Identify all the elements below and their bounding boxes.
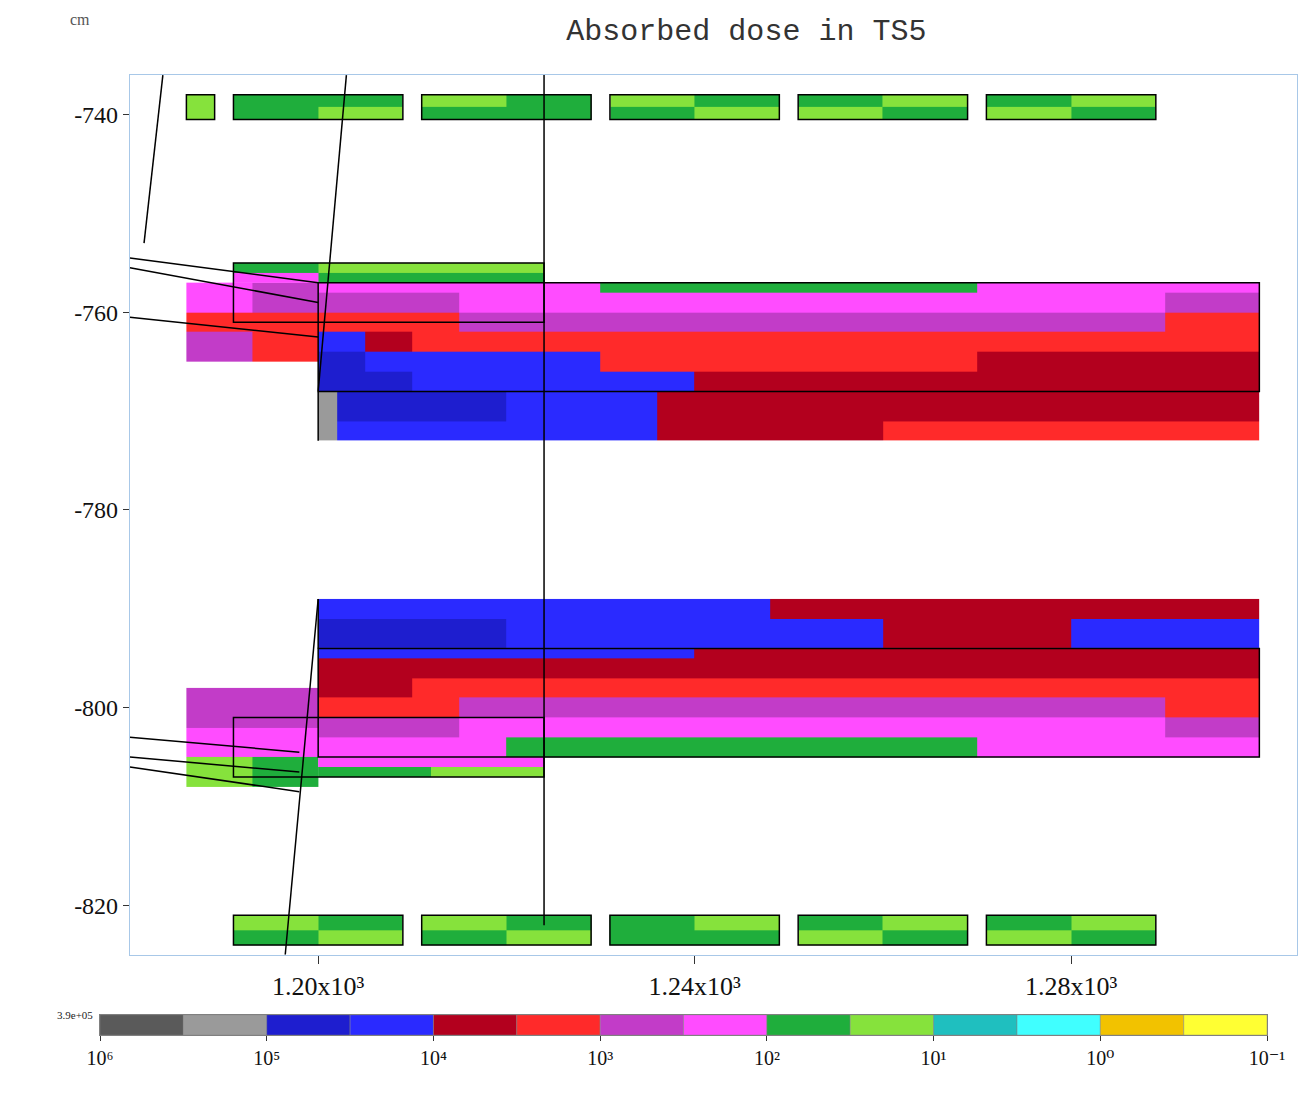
svg-text:-740: -740 xyxy=(74,102,118,128)
svg-text:10⁻¹: 10⁻¹ xyxy=(1249,1047,1286,1069)
svg-text:-780: -780 xyxy=(74,497,118,523)
svg-text:1.28x10³: 1.28x10³ xyxy=(1025,972,1118,1001)
svg-text:3.9e+05: 3.9e+05 xyxy=(57,1009,93,1021)
svg-text:-800: -800 xyxy=(74,695,118,721)
svg-text:cm: cm xyxy=(70,11,90,28)
svg-text:1.20x10³: 1.20x10³ xyxy=(272,972,365,1001)
svg-text:10¹: 10¹ xyxy=(921,1047,947,1069)
svg-text:-760: -760 xyxy=(74,300,118,326)
svg-text:1.24x10³: 1.24x10³ xyxy=(648,972,741,1001)
svg-text:10⁴: 10⁴ xyxy=(420,1047,447,1069)
svg-text:10²: 10² xyxy=(754,1047,780,1069)
svg-text:10⁵: 10⁵ xyxy=(253,1047,280,1069)
svg-text:10³: 10³ xyxy=(587,1047,613,1069)
svg-text:Absorbed dose in TS5: Absorbed dose in TS5 xyxy=(566,15,926,49)
svg-text:10⁶: 10⁶ xyxy=(87,1047,114,1069)
svg-text:-820: -820 xyxy=(74,893,118,919)
svg-text:10⁰: 10⁰ xyxy=(1086,1047,1114,1069)
